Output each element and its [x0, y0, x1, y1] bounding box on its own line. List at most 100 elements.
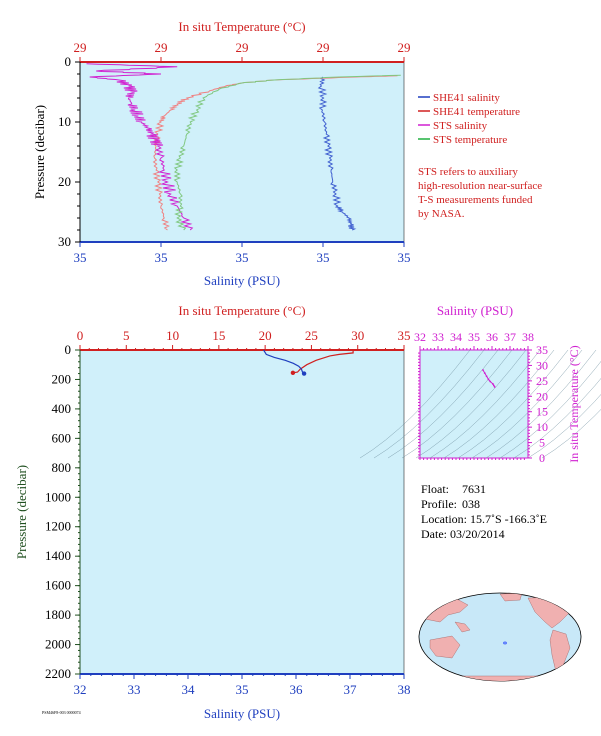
ts-point [483, 372, 486, 375]
lower-top-axis-label: In situ Temperature (°C) [178, 303, 305, 318]
series-line-she41_salinity [317, 76, 357, 231]
lower-bottom-tick-label: 36 [290, 682, 304, 697]
lower-y-tick-label: 200 [52, 371, 72, 386]
ts-point [489, 380, 492, 383]
lower-y-tick-label: 600 [52, 430, 72, 445]
ts-point [485, 375, 488, 378]
note-line: high-resolution near-surface [418, 180, 542, 192]
upper-top-tick-label: 29 [74, 40, 87, 55]
lower-bottom-tick-label: 33 [128, 682, 141, 697]
upper-bottom-axis-label: Salinity (PSU) [204, 273, 280, 288]
upper-y-tick-label: 30 [58, 234, 71, 249]
upper-bottom-tick-label: 35 [155, 250, 168, 265]
lower-bottom-axis-label: Salinity (PSU) [204, 706, 280, 721]
ts-top-tick-label: 34 [450, 330, 462, 344]
ts-top-tick-label: 37 [504, 330, 516, 344]
profile-label: Profile: [421, 497, 457, 511]
upper-bottom-tick-label: 35 [74, 250, 87, 265]
ts-y-tick-label: 20 [536, 389, 548, 403]
lower-top-tick-label: 10 [166, 328, 179, 343]
ts-point [492, 383, 494, 385]
float-info: Float: 7631 Profile: 038 Location: 15.7˚… [421, 482, 547, 542]
upper-top-axis-label: In situ Temperature (°C) [178, 19, 305, 34]
density-contour-line [499, 361, 601, 459]
lower-y-axis-label: Pressure (decibar) [14, 465, 29, 559]
ts-diagram: Salinity (PSU) In situ Temperature (°C) … [359, 303, 601, 465]
upper-top-tick-label: 29 [155, 40, 168, 55]
lower-y-tick-label: 2000 [45, 637, 71, 652]
ts-point [492, 384, 495, 387]
location-label: Location: [421, 512, 467, 526]
density-contours [359, 349, 601, 459]
density-contour-line [457, 349, 569, 459]
profile-end-marker [301, 371, 307, 376]
series-line-sts_salinity [86, 63, 194, 231]
world-map: * [418, 592, 582, 682]
density-contour-line [541, 409, 601, 459]
ts-y-tick-label: 10 [536, 420, 548, 434]
density-contour-line [387, 349, 499, 459]
series-line-temperature_profile [292, 350, 354, 374]
density-contour-line [359, 349, 471, 459]
legend: SHE41 salinity SHE41 temperature STS salin… [418, 92, 520, 146]
lower-y-tick-label: 1000 [45, 489, 71, 504]
profile-end-marker [290, 370, 296, 376]
note-line: STS refers to auxiliary [418, 166, 518, 178]
legend-label: STS salinity [433, 120, 488, 132]
ts-y-tick-label: 0 [539, 451, 545, 465]
date-label: Date: [421, 527, 447, 541]
float-value: 7631 [462, 482, 486, 496]
ts-y-tick-label: 35 [536, 343, 548, 357]
ts-top-tick-label: 32 [414, 330, 426, 344]
ts-top-tick-label: 38 [522, 330, 534, 344]
lower-y-tick-label: 400 [52, 401, 72, 416]
upper-y-tick-label: 20 [58, 174, 71, 189]
lower-bottom-tick-label: 35 [236, 682, 249, 697]
density-contour-line [429, 349, 541, 459]
upper-profile-chart: In situ Temperature (°C) Pressure (decib… [32, 19, 542, 288]
legend-label: STS temperature [433, 134, 507, 146]
ts-top-tick-label: 36 [486, 330, 498, 344]
lower-top-tick-label: 15 [212, 328, 225, 343]
lower-y-tick-label: 1200 [45, 519, 71, 534]
legend-label: SHE41 salinity [433, 92, 500, 104]
density-contour-line [373, 349, 485, 459]
upper-bottom-tick-label: 35 [317, 250, 330, 265]
lower-y-tick-label: 1600 [45, 578, 71, 593]
upper-top-tick-label: 29 [236, 40, 249, 55]
density-contour-line [513, 378, 601, 459]
upper-top-tick-label: 29 [398, 40, 411, 55]
lower-top-tick-label: 30 [351, 328, 364, 343]
float-location-marker: * [503, 640, 508, 651]
ts-y-tick-label: 25 [536, 374, 548, 388]
upper-bottom-tick-label: 35 [398, 250, 411, 265]
ts-point [487, 378, 490, 381]
lower-bottom-tick-label: 32 [74, 682, 87, 697]
lower-y-tick-label: 1400 [45, 548, 71, 563]
lower-bottom-tick-label: 38 [398, 682, 411, 697]
date-value: 03/20/2014 [450, 527, 505, 541]
lower-top-tick-label: 0 [77, 328, 84, 343]
profile-value: 038 [462, 497, 480, 511]
lower-top-tick-label: 5 [123, 328, 130, 343]
series-line-sts_temperature [173, 74, 401, 231]
ts-top-axis-label: Salinity (PSU) [437, 303, 513, 318]
ts-point [493, 386, 496, 388]
float-label: Float: [421, 482, 450, 496]
upper-y-axis-label: Pressure (decibar) [32, 105, 47, 199]
ts-y-axis-label: In situ Temperature (°C) [567, 345, 581, 462]
density-contour-line [401, 349, 513, 459]
ts-y-tick-label: 15 [536, 405, 548, 419]
lower-plot-area [79, 349, 405, 675]
lower-top-tick-label: 35 [398, 328, 411, 343]
ts-plot-area [419, 349, 529, 459]
lower-top-tick-label: 20 [259, 328, 272, 343]
density-contour-line [527, 394, 601, 459]
ts-point [482, 369, 484, 371]
ts-top-tick-label: 33 [432, 330, 444, 344]
density-contour-line [443, 349, 555, 459]
lower-y-tick-label: 1800 [45, 607, 71, 622]
ts-y-tick-label: 30 [536, 358, 548, 372]
footer-code: PSM46F8-003 0000074 [42, 710, 81, 715]
upper-bottom-tick-label: 35 [236, 250, 249, 265]
